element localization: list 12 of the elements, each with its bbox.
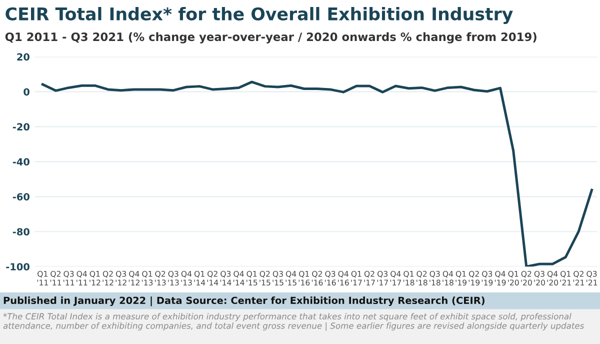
y-tick-label: 0 [24, 88, 30, 96]
y-tick-label: -80 [12, 228, 30, 236]
y-tick-label: 20 [17, 53, 30, 61]
text: Published in January 2022 | Data Source: Center for Exhibition Industry Research (CEIR) [4, 296, 484, 306]
text: *The CEIR Total Index is a measure of exhibition industry performance that takes into net square feet of exhibit space sold, professional attendance, number of exhibiting companies, and total event gross revenue | Some earlier figures are revised alongside quarterly updates [3, 313, 584, 331]
line-series [41, 80, 594, 267]
y-tick-label: -100 [6, 263, 30, 270]
chart-title: CEIR Total Index* for the Overall Exhibition Industry [6, 7, 513, 24]
chart-subtitle: Q1 2011 - Q3 2021 (% change year-over-year / 2020 onwards % change from 2019) [5, 32, 536, 44]
y-tick-label: -40 [12, 158, 30, 166]
y-tick-label: -60 [12, 193, 30, 200]
y-tick-label: -20 [12, 123, 30, 131]
